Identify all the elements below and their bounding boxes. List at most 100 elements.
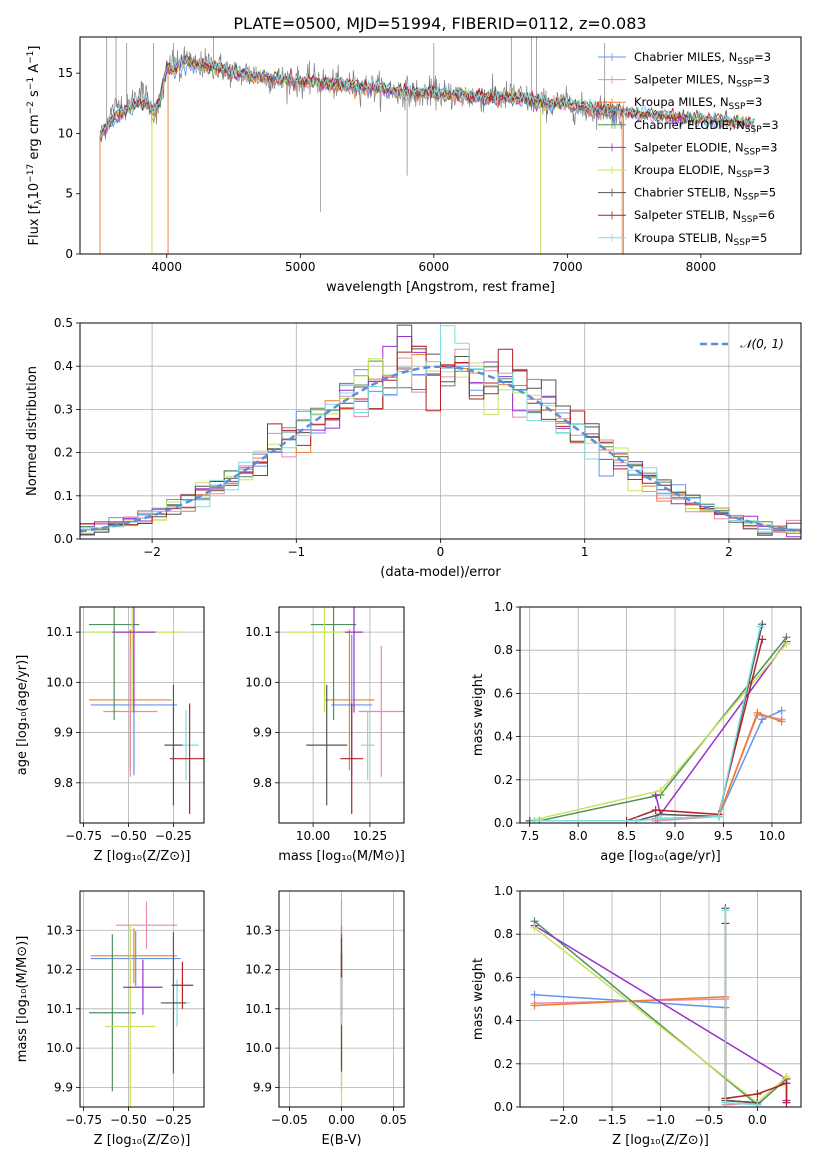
y-tick-label: 0.2 [494,1057,513,1071]
age-vs-Z-xlabel: Z [log₁₀(Z/Z⊙)] [94,849,191,864]
y-tick-label: 5 [65,187,73,201]
spectrum-frame [79,36,802,255]
y-tick-label: 10.1 [245,1002,272,1016]
y-tick-label: 9.8 [54,776,73,790]
errorbar-point [103,646,158,777]
legend-label-1: Salpeter MILES, NSSP=3 [634,73,770,90]
weight-marker [530,1001,539,1010]
x-tick-label: 8000 [686,260,717,274]
weight-marker [753,708,762,717]
errorbar-point [340,703,364,814]
y-tick-label: 10.1 [46,625,73,639]
errorbar-point [169,703,204,814]
y-tick-label: 10.0 [245,1041,272,1055]
y-tick-label: 9.9 [54,1080,73,1094]
y-tick-label: 0.2 [494,773,513,787]
x-tick-label: 0 [437,545,445,559]
legend-label-6: Chabrier STELIB, NSSP=5 [634,186,776,203]
x-tick-label: 10.0 [759,829,786,843]
legend-label-0: Chabrier MILES, NSSP=3 [634,50,771,67]
age-vs-Z-frame [79,606,205,824]
age-vs-mass-xlabel: mass [log₁₀(M/M⊙)] [278,849,405,864]
weights-vs-Z-ylabel: mass weight [471,958,486,1040]
errorbar-point [171,961,194,1009]
legend-label-2: Kroupa MILES, NSSP=3 [634,95,762,112]
y-tick-label: 9.8 [253,776,272,790]
errorbar-point [160,932,187,1074]
y-tick-label: 0.0 [494,816,513,830]
residuals-axes: −2 −1 0 1 2 0.0 0.1 0.2 0.3 0.4 0.5 (data-model)/er… [25,316,801,580]
y-tick-label: 10.2 [46,963,73,977]
weights-vs-age-plot [525,620,791,823]
x-tick-label: −0.50 [110,1113,147,1127]
mass-vs-EBV-xlabel: E(B-V) [321,1133,361,1148]
y-tick-label: 9.9 [253,1080,272,1094]
weight-marker [721,1098,730,1107]
weight-line-1 [655,714,782,822]
x-tick-label: 0.05 [380,1113,407,1127]
y-tick-label: 10.3 [46,923,73,937]
x-tick-label: 0.00 [328,1113,355,1127]
errorbar-point [306,684,348,806]
x-tick-label: 9.0 [665,829,684,843]
y-tick-label: 0.8 [494,927,513,941]
y-tick-label: 0.2 [54,446,73,460]
weight-marker [530,816,539,823]
weight-line-5 [529,643,788,822]
x-tick-label: 6000 [419,260,450,274]
age-vs-mass-frame [278,606,405,824]
errorbar-point [123,959,163,1015]
legend-label-8: Kroupa STELIB, NSSP=5 [634,231,767,248]
x-tick-label: 9.5 [714,829,733,843]
spectrum-plot [99,37,755,254]
y-tick-label: 10.0 [46,675,73,689]
mass-vs-Z-plot [88,901,194,1107]
residuals-ylabel: Normed distribution [25,366,40,496]
legend-label-5: Kroupa ELODIE, NSSP=3 [634,163,770,180]
errorbar-point [310,607,357,721]
weights-vs-age-xlabel: age [log₁₀(age/yr)] [600,849,721,864]
residuals-frame [79,322,802,540]
weight-marker [756,622,765,631]
weight-marker [651,806,660,815]
x-tick-label: −0.25 [155,829,192,843]
legend-label-7: Salpeter STELIB, NSSP=6 [634,208,775,225]
weight-marker [656,814,665,823]
weight-marker [753,1100,762,1107]
y-tick-label: 0.0 [54,532,73,546]
errorbar-point [344,607,364,713]
x-tick-label: −0.75 [65,829,102,843]
age-vs-Z-axes: −0.75 −0.50 −0.25 9.8 9.9 10.0 10.1 Z [log₁₀(Z/… [15,607,204,864]
legend-label-normal: 𝒩(0, 1) [740,337,784,351]
y-tick-label: 9.9 [54,726,73,740]
x-tick-label: 1 [581,545,589,559]
x-tick-label: 5000 [285,260,316,274]
weight-marker [714,812,723,821]
errorbar-point [105,924,156,1107]
weight-marker [656,786,665,795]
x-tick-label: −2 [143,545,161,559]
mass-vs-EBV-frame [278,890,405,1108]
x-tick-label: 10.25 [353,829,387,843]
weight-line-0 [534,993,758,1104]
residuals-plot [80,324,801,538]
y-tick-label: 10.2 [245,963,272,977]
mass-vs-Z-axes: −0.75 −0.50 −0.25 9.9 10.0 10.1 10.2 10.3 Z [log… [15,891,204,1148]
y-tick-label: 9.9 [253,726,272,740]
observed-spectrum [99,46,624,142]
errorbar-point [360,709,375,781]
x-tick-label: 8.5 [617,829,636,843]
mass-vs-Z-ylabel: mass [log₁₀(M/M⊙)] [15,936,30,1063]
weights-vs-Z-xlabel: Z [log₁₀(Z/Z⊙)] [612,1133,709,1148]
y-tick-label: 10.0 [245,675,272,689]
weights-vs-age-frame [519,606,802,824]
x-tick-label: −1.0 [646,1113,675,1127]
weight-marker [777,706,786,715]
weight-line-6 [724,908,758,1104]
y-tick-label: 10.1 [46,1002,73,1016]
x-tick-label: 0.0 [748,1113,767,1127]
x-tick-label: 7.5 [520,829,539,843]
errorbar-point [90,931,181,987]
x-tick-label: −0.5 [694,1113,723,1127]
